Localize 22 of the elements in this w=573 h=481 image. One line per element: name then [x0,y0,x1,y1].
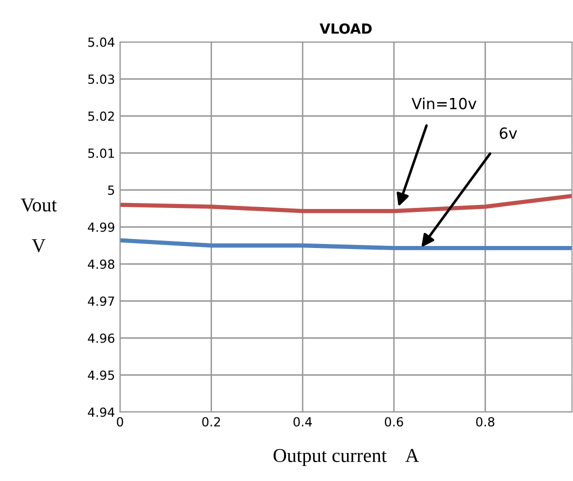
x-tick-label: 0.8 [476,417,494,427]
y-tick-label: 4.96 [88,333,114,343]
x-axis-title: Output current A [274,449,420,466]
annotation: 6v [500,127,518,139]
x-tick-label: 0.6 [384,417,404,427]
y-tick-label: 4.99 [88,222,114,232]
y-tick-label: 4.98 [88,259,114,269]
line-series [120,194,572,214]
y-tick-label: 4.95 [88,370,114,380]
x-tick-label: 0.4 [294,417,312,427]
x-tick-label: 0.2 [202,417,220,427]
y-tick-label: 5.03 [88,74,114,84]
y-tick-label: 5.04 [88,37,114,47]
y-tick-label: 5.02 [88,111,114,121]
y-tick-label: 5.01 [88,148,114,158]
chart-title: VLOAD [320,23,372,34]
y-tick-label: 4.94 [88,407,114,417]
x-tick-label: 0 [116,417,124,427]
y-tick-label: 5 [108,186,114,195]
y-tick-label: 4.97 [88,296,114,306]
text: Vout V [20,198,57,252]
annotation: Vin=10v [412,98,476,110]
